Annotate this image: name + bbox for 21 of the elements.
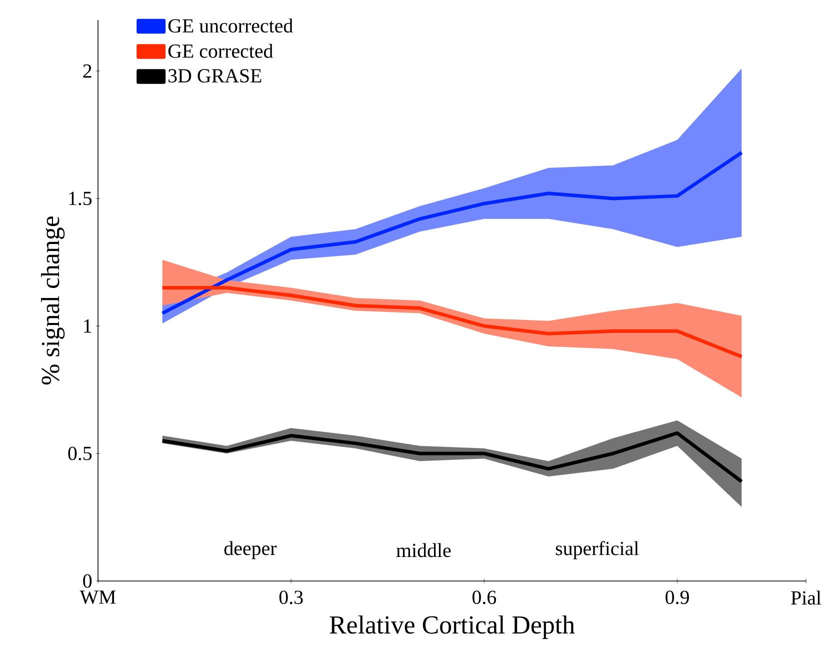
x-tick-label: 0.3 [279,590,303,604]
y-axis-title: % signal change [41,216,65,384]
line-series [160,286,744,358]
y-tick-label: 0.5 [68,446,92,460]
x-tick-label: Pial [791,590,822,605]
line-series [160,431,744,484]
annotation: superficial [556,541,639,560]
legend-label: 3D GRASE [168,69,262,83]
y-tick-label: 2 [83,64,92,78]
x-tick-label: 0.9 [666,590,689,604]
y-tick-label: 1 [84,319,92,333]
y-tick-label: 1.5 [69,192,92,206]
legend-label: GE corrected [168,44,273,58]
legend-label: GE uncorrected [168,18,293,33]
line-series [160,150,744,315]
annotation: middle [396,543,451,558]
annotation: deeper [224,541,277,560]
x-tick-label: WM [80,590,116,604]
x-tick-label: 0.6 [472,590,496,604]
y-tick-label: 0 [83,574,92,588]
x-axis-title: Relative Cortical Depth [330,615,575,639]
